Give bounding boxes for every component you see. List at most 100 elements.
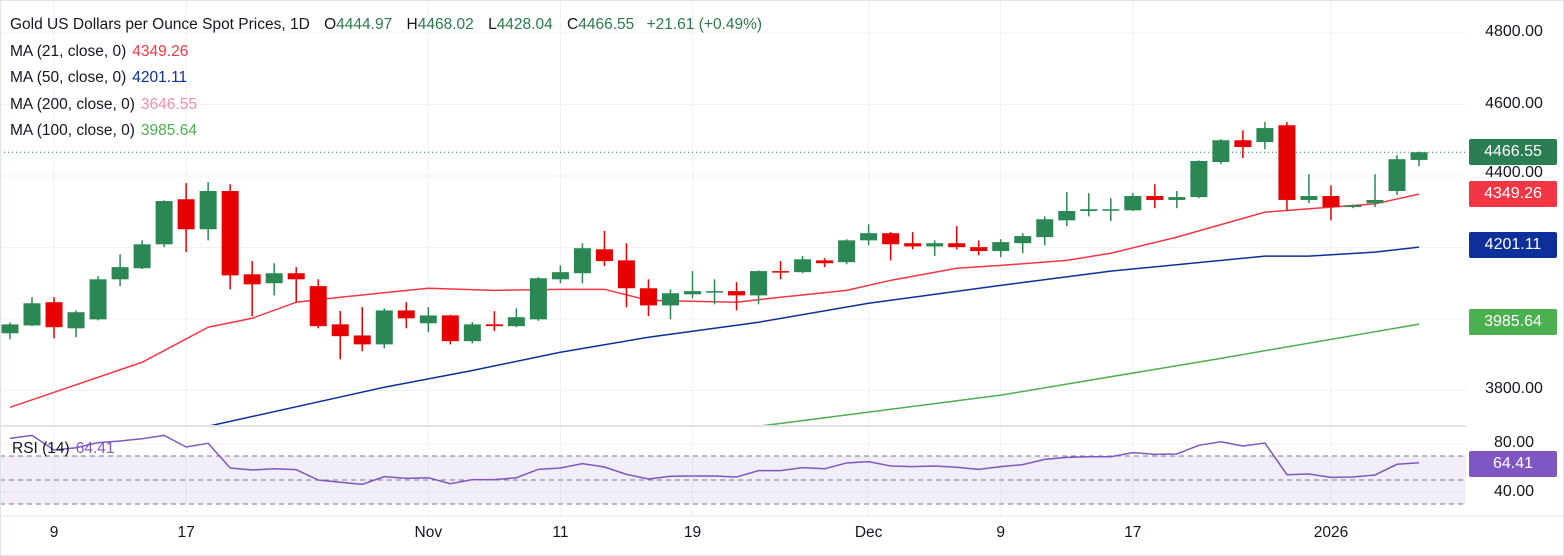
candle-up bbox=[683, 291, 701, 295]
candle-up bbox=[199, 191, 217, 230]
candle-up bbox=[1014, 236, 1032, 244]
candle-down bbox=[287, 273, 305, 280]
candle-up bbox=[1300, 196, 1318, 200]
ma21-legend[interactable]: MA (21, close, 0) 4349.26 bbox=[10, 39, 762, 66]
rsi-value: 64.41 bbox=[75, 440, 115, 457]
candle-down bbox=[1322, 196, 1340, 208]
candle-down bbox=[243, 274, 261, 285]
time-tick: 2026 bbox=[1313, 524, 1349, 541]
time-tick: 17 bbox=[177, 524, 195, 541]
candle-up bbox=[265, 273, 283, 284]
candle-down bbox=[728, 291, 746, 296]
candle-up bbox=[860, 233, 878, 241]
high-label: H bbox=[406, 16, 418, 33]
candle-up bbox=[155, 201, 173, 245]
candle-up bbox=[23, 303, 41, 326]
time-tick: Dec bbox=[854, 524, 883, 541]
low-value: 4428.04 bbox=[496, 16, 553, 33]
candle-down bbox=[970, 247, 988, 252]
candle-down bbox=[45, 302, 63, 328]
candle-up bbox=[1366, 199, 1384, 204]
time-tick: Nov bbox=[414, 524, 443, 541]
candle-up bbox=[750, 271, 768, 296]
price-tick: 3800.00 bbox=[1485, 380, 1543, 397]
candle-down bbox=[309, 286, 327, 327]
chart-legend: Gold US Dollars per Ounce Spot Prices, 1… bbox=[10, 12, 762, 145]
low-label: L bbox=[488, 16, 497, 33]
candle-up bbox=[67, 312, 85, 329]
ma100-price-tag: 3985.64 bbox=[1469, 309, 1557, 335]
candle-down bbox=[485, 324, 503, 327]
candle-up bbox=[661, 293, 679, 306]
symbol-header: Gold US Dollars per Ounce Spot Prices, 1… bbox=[10, 12, 762, 39]
rsi-label: RSI (14) bbox=[12, 440, 70, 457]
ma100-value: 3985.64 bbox=[140, 122, 197, 139]
ma50-label: MA (50, close, 0) bbox=[10, 69, 127, 86]
gridlines bbox=[0, 0, 1466, 516]
close-value: 4466.55 bbox=[578, 16, 635, 33]
rsi-tick: 80.00 bbox=[1493, 434, 1535, 451]
candle-down bbox=[816, 260, 834, 264]
candle-up bbox=[133, 244, 151, 269]
candle-up bbox=[1256, 128, 1274, 143]
candle-down bbox=[882, 233, 900, 245]
candle-up bbox=[1058, 211, 1076, 221]
candle-up bbox=[838, 240, 856, 263]
candle-up bbox=[1388, 159, 1406, 192]
candle-down bbox=[904, 243, 922, 247]
candle-up bbox=[1080, 209, 1098, 212]
ma50-value: 4201.11 bbox=[132, 69, 188, 86]
ma100-legend[interactable]: MA (100, close, 0) 3985.64 bbox=[10, 118, 762, 145]
candle-down bbox=[639, 288, 657, 306]
time-tick: 17 bbox=[1124, 524, 1142, 541]
candle-up bbox=[551, 272, 569, 280]
candle-up bbox=[992, 242, 1010, 252]
symbol-title[interactable]: Gold US Dollars per Ounce Spot Prices, 1… bbox=[10, 16, 310, 33]
candle-up bbox=[507, 317, 525, 327]
candle-up bbox=[794, 259, 812, 273]
candlesticks bbox=[1, 122, 1428, 360]
close-label: C bbox=[567, 16, 579, 33]
rsi-pane bbox=[0, 434, 1466, 505]
candle-up bbox=[375, 310, 393, 345]
candle-down bbox=[331, 324, 349, 337]
candle-up bbox=[1, 324, 19, 334]
open-label: O bbox=[324, 16, 337, 33]
candle-down bbox=[397, 310, 415, 319]
price-tick: 4800.00 bbox=[1485, 23, 1543, 40]
candle-up bbox=[1036, 219, 1054, 238]
last-price-tag: 4466.55 bbox=[1469, 139, 1557, 165]
candle-down bbox=[1234, 140, 1252, 148]
time-tick: 11 bbox=[552, 524, 569, 541]
rsi-value-tag: 64.41 bbox=[1469, 451, 1557, 477]
candle-down bbox=[617, 260, 635, 289]
candle-down bbox=[948, 243, 966, 248]
rsi-legend[interactable]: RSI (14) 64.41 bbox=[12, 440, 115, 458]
rsi-line bbox=[9, 434, 1420, 486]
candle-up bbox=[573, 248, 591, 274]
candle-up bbox=[1102, 209, 1120, 211]
candle-up bbox=[1190, 160, 1208, 198]
time-tick: 19 bbox=[683, 524, 702, 541]
candle-down bbox=[772, 271, 790, 273]
candle-down bbox=[595, 249, 613, 262]
ma50-price-tag: 4201.11 bbox=[1469, 232, 1557, 258]
price-tick: 4400.00 bbox=[1485, 164, 1543, 181]
candle-up bbox=[1124, 196, 1142, 211]
candle-down bbox=[1278, 125, 1296, 200]
candle-up bbox=[1410, 152, 1428, 160]
ma21-label: MA (21, close, 0) bbox=[10, 42, 127, 60]
time-tick: 9 bbox=[49, 524, 59, 541]
change-value: +21.61 (+0.49%) bbox=[646, 16, 763, 33]
ma200-legend[interactable]: MA (200, close, 0) 3646.55 bbox=[10, 92, 762, 119]
moving-average-lines bbox=[0, 151, 1466, 426]
time-tick: 9 bbox=[996, 524, 1006, 541]
candle-up bbox=[1212, 140, 1230, 163]
ma50-legend[interactable]: MA (50, close, 0) 4201.11 bbox=[10, 65, 762, 92]
candle-up bbox=[463, 324, 481, 342]
high-value: 4468.02 bbox=[417, 16, 474, 33]
candle-down bbox=[221, 191, 239, 276]
candle-up bbox=[111, 267, 129, 280]
open-value: 4444.97 bbox=[336, 16, 393, 33]
